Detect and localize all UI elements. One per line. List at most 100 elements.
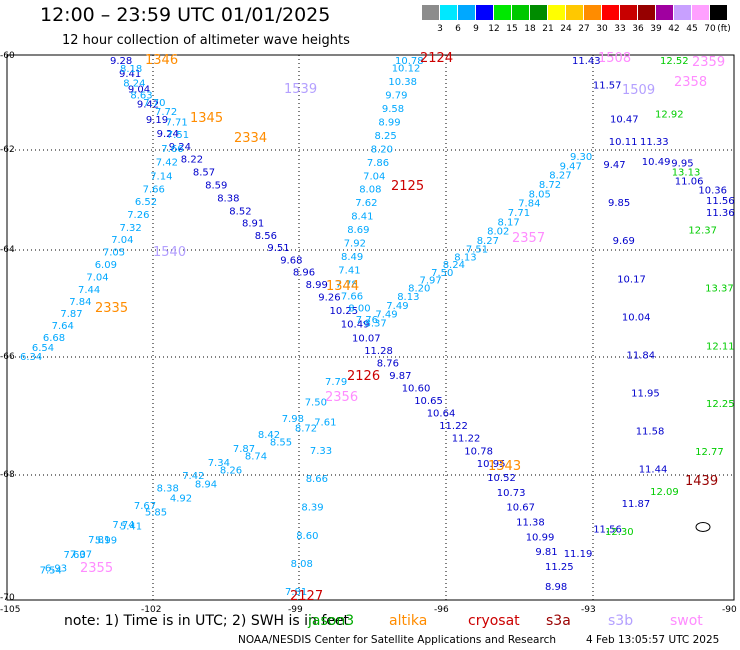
wave-height-value: 11.19	[564, 549, 593, 560]
legend-swatch	[656, 5, 673, 20]
wave-height-value: 8.74	[245, 451, 267, 462]
pass-label: 2124	[420, 51, 453, 66]
legend-swatch	[584, 5, 601, 20]
wave-height-value: 11.22	[452, 434, 481, 445]
wave-height-value: 11.56	[593, 524, 622, 535]
legend-swatch	[440, 5, 457, 20]
pass-label: 2126	[347, 369, 380, 384]
legend-level-label: 9	[473, 24, 479, 34]
wave-height-value: 9.26	[318, 292, 340, 303]
lat-tick-label: -62	[0, 145, 15, 155]
wave-height-value: 8.08	[359, 185, 381, 196]
pass-label: 1439	[685, 474, 718, 489]
wave-height-value: 9.30	[570, 152, 592, 163]
wave-height-value: 7.66	[161, 144, 183, 155]
wave-height-value: 7.72	[155, 107, 177, 118]
wave-height-value: 6.09	[95, 260, 117, 271]
pass-label: 1539	[284, 82, 317, 97]
legend-swatch	[566, 5, 583, 20]
satellite-cryosat: cryosat	[468, 613, 520, 629]
legend-level-label: 3	[437, 24, 443, 34]
legend-swatch	[710, 5, 727, 20]
wave-height-value: 10.60	[402, 384, 431, 395]
wave-height-value: 7.05	[103, 248, 125, 259]
legend-level-label: 42	[668, 24, 680, 34]
wave-height-value: 11.57	[593, 81, 622, 92]
wave-height-value: 8.99	[378, 118, 400, 129]
pass-label: 2358	[674, 75, 707, 90]
wave-height-tracks: 9.28 9.41 9.04 9.42 9.19 9.24 9.24 8.22 8.57 8.59…	[20, 56, 735, 598]
wave-height-value: 7.81	[88, 535, 110, 546]
page-subtitle: 12 hour collection of altimeter wave hei…	[62, 33, 350, 48]
wave-height-value: 10.73	[497, 488, 526, 499]
wave-height-value: 7.44	[78, 285, 100, 296]
wave-height-value: 7.07	[70, 550, 92, 561]
wave-height-value: 8.96	[293, 268, 315, 279]
wave-height-value: 8.13	[397, 292, 419, 303]
wave-height-value: 10.78	[464, 446, 493, 457]
wave-height-value: 8.22	[181, 155, 203, 166]
wave-height-value: 7.87	[233, 444, 255, 455]
wave-height-value: 9.68	[280, 256, 302, 267]
wave-height-value: 8.02	[487, 227, 509, 238]
wave-height-value: 9.19	[146, 115, 168, 126]
lon-tick-label: -96	[434, 605, 449, 615]
legend-level-label: 24	[560, 24, 572, 34]
lat-tick-label: -60	[0, 51, 15, 61]
wave-height-value: 11.38	[516, 518, 545, 529]
legend-unit: (ft)	[717, 24, 731, 34]
wave-height-value: 12.09	[650, 487, 679, 498]
legend-level-label: 15	[506, 24, 518, 34]
map-frame	[6, 54, 735, 601]
wave-height-value: 9.69	[613, 236, 635, 247]
lon-tick-label: -99	[288, 605, 303, 615]
wave-height-value: 8.17	[498, 217, 520, 228]
pass-label: 2355	[80, 561, 113, 576]
legend-swatch	[620, 5, 637, 20]
lat-tick-label: -70	[0, 593, 15, 603]
legend-level-label: 33	[614, 24, 626, 34]
pass-label: 2125	[391, 179, 424, 194]
wave-height-value: 7.67	[134, 501, 156, 512]
wave-height-value: 7.79	[325, 377, 347, 388]
wave-height-value: 6.52	[135, 197, 157, 208]
wave-height-value: 7.86	[367, 158, 389, 169]
wave-height-value: 7.84	[69, 297, 91, 308]
wave-height-value: 8.55	[270, 437, 292, 448]
wave-height-value: 8.08	[291, 559, 313, 570]
legend-level-label: 21	[542, 24, 554, 34]
wave-height-value: 5.99	[95, 536, 117, 547]
wave-height-value: 9.85	[608, 198, 630, 209]
wave-height-value: 8.66	[306, 474, 328, 485]
wave-height-value: 11.87	[622, 499, 651, 510]
wave-height-value: 7.34	[208, 458, 230, 469]
wave-height-value: 8.72	[539, 180, 561, 191]
wave-height-value: 8.26	[220, 465, 242, 476]
lon-tick-label: -90	[722, 605, 737, 615]
wave-height-value: 7.78	[336, 279, 358, 290]
wave-height-value: 8.94	[195, 479, 217, 490]
legend-swatch	[638, 5, 655, 20]
wave-height-value: 9.95	[671, 158, 693, 169]
page-title: 12:00 – 23:59 UTC 01/01/2025	[40, 4, 331, 26]
wave-height-value: 8.20	[371, 145, 393, 156]
legend-level-label: 18	[524, 24, 536, 34]
wave-height-value: 7.74	[112, 520, 134, 531]
axis-labels: -60 -62 -64 -66 -68 -70 -105 -102 -99 -96 -93 -90	[0, 51, 737, 615]
pass-label: 1508	[598, 51, 631, 66]
wave-height-value: 7.33	[310, 446, 332, 457]
wave-height-value: 8.63	[130, 90, 152, 101]
lat-tick-label: -66	[0, 352, 15, 362]
legend-level-label: 45	[686, 24, 698, 34]
wave-height-value: 7.81	[285, 587, 307, 598]
wave-height-value: 11.84	[627, 351, 656, 362]
wave-height-value: 9.24	[157, 129, 179, 140]
legend-swatch	[512, 5, 529, 20]
wave-height-value: 10.78	[395, 56, 424, 67]
legend-level-label: 39	[650, 24, 662, 34]
wave-height-value: 8.72	[295, 423, 317, 434]
wave-height-value: 5.85	[145, 508, 167, 519]
wave-height-value: 7.50	[305, 397, 327, 408]
wave-height-value: 7.62	[355, 198, 377, 209]
wave-height-value: 9.81	[535, 547, 557, 558]
